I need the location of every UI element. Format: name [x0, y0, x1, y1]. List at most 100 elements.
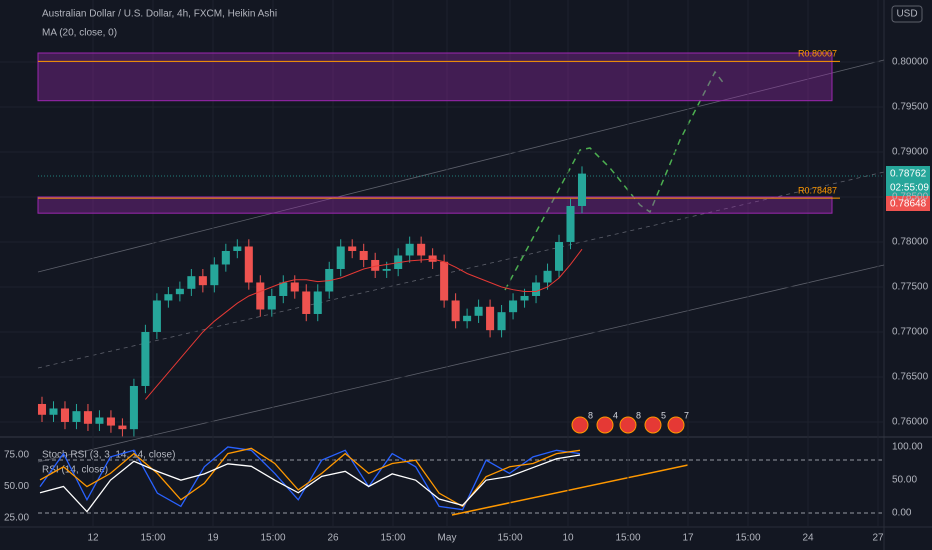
candle-body	[566, 205, 575, 242]
rsi-tick-label: 50.00	[4, 481, 29, 492]
event-icon[interactable]	[596, 416, 614, 434]
event-count: 7	[684, 410, 689, 420]
candle-body	[37, 403, 47, 415]
rsi-tick-label: 75.00	[4, 450, 29, 461]
y-tick-label: 0.79000	[892, 147, 929, 158]
candle-body	[49, 408, 58, 415]
x-tick-label: 15:00	[497, 533, 522, 544]
candle-body	[118, 425, 127, 430]
candle-body	[198, 276, 207, 286]
candle-body	[233, 246, 242, 251]
event-count: 8	[588, 410, 593, 420]
candle-body	[382, 268, 391, 271]
candle-body	[210, 264, 219, 286]
candle-body	[371, 259, 380, 271]
trend-line	[451, 464, 689, 516]
event-icon[interactable]	[571, 416, 589, 434]
candle-body	[348, 246, 357, 251]
x-tick-label: 19	[207, 533, 219, 544]
x-tick-label: 27	[872, 533, 884, 544]
y-tick-label: 0.79500	[892, 102, 929, 113]
zone	[37, 196, 833, 214]
candle-body	[302, 291, 311, 314]
candle-body	[106, 417, 115, 426]
x-tick-label: 24	[802, 533, 814, 544]
event-count: 4	[613, 410, 618, 420]
candle-body	[221, 250, 230, 265]
candle-body	[152, 300, 161, 332]
candle-body	[129, 385, 138, 430]
x-tick-label: 17	[682, 533, 694, 544]
level-label: R0.80007	[798, 49, 837, 59]
candle-body	[256, 282, 265, 310]
x-tick-label: May	[438, 533, 457, 544]
countdown: 02:55:09	[890, 183, 929, 194]
event-count: 5	[661, 410, 666, 420]
zone	[37, 52, 833, 102]
candle-body	[187, 276, 196, 289]
x-tick-label: 26	[327, 533, 339, 544]
stoch-tick-label: 0.00	[892, 508, 912, 519]
x-tick-label: 15:00	[735, 533, 760, 544]
x-tick-label: 15:00	[140, 533, 165, 544]
y-tick-label: 0.78000	[892, 237, 929, 248]
last-price-tag	[886, 166, 930, 196]
y-tick-label: 0.78500	[892, 192, 929, 203]
candle-body	[405, 243, 414, 256]
candle-body	[83, 411, 92, 424]
candle-body	[175, 288, 184, 295]
chart-title: Australian Dollar / U.S. Dollar, 4h, FXC…	[42, 9, 277, 20]
currency[interactable]: USD	[896, 9, 917, 20]
indicator-line	[39, 446, 581, 511]
candle-body	[509, 300, 518, 313]
bid-price-tag	[886, 196, 930, 211]
candle-body	[359, 250, 368, 260]
x-tick-label: 15:00	[380, 533, 405, 544]
candle-body	[336, 246, 345, 269]
candle-body	[313, 291, 322, 314]
level-label: R0.78487	[798, 186, 837, 196]
candle-body	[497, 312, 506, 331]
candle-body	[463, 315, 472, 322]
y-tick-label: 0.77500	[892, 282, 929, 293]
candle-body	[577, 173, 587, 206]
chart-subtitle: MA (20, close, 0)	[42, 28, 117, 39]
indicator-line	[39, 447, 581, 508]
candle-body	[543, 270, 552, 283]
candle-body	[72, 411, 81, 422]
y-tick-label: 0.77000	[892, 327, 929, 338]
candle-body	[555, 241, 564, 271]
stoch-label: Stoch RSI (3, 3, 14, 14, close)	[42, 450, 175, 461]
candle-body	[474, 306, 483, 316]
candle-body	[164, 294, 173, 301]
event-icon[interactable]	[619, 416, 637, 434]
currency-box[interactable]	[891, 5, 923, 23]
event-icon[interactable]	[667, 416, 685, 434]
candle-body	[244, 246, 253, 283]
channel-line	[37, 59, 885, 273]
candle-body	[279, 282, 288, 296]
bid-price: 0.78648	[890, 199, 927, 210]
candle-body	[267, 295, 276, 310]
candle-body	[520, 295, 529, 301]
ma-line	[145, 248, 583, 400]
candle-body	[451, 300, 460, 322]
y-tick-label: 0.76500	[892, 372, 929, 383]
indicator-line	[39, 454, 581, 513]
candle-body	[440, 261, 449, 301]
x-tick-label: 12	[87, 533, 99, 544]
y-tick-label: 0.76000	[892, 417, 929, 428]
candle-body	[141, 331, 150, 386]
candle-body	[532, 282, 541, 296]
rsi-label: RSI (14, close)	[42, 465, 108, 476]
y-tick-label: 0.80000	[892, 57, 929, 68]
rsi-tick-label: 25.00	[4, 513, 29, 524]
channel-line	[37, 264, 885, 463]
candle-body	[417, 243, 426, 256]
event-icon[interactable]	[644, 416, 662, 434]
last-price: 0.78762	[890, 169, 927, 180]
stoch-tick-label: 100.00	[892, 442, 923, 453]
event-count: 8	[636, 410, 641, 420]
